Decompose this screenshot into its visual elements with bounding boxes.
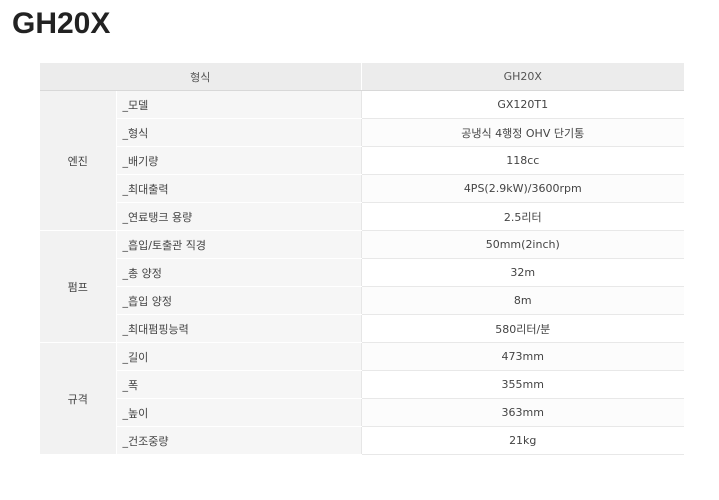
- row-value: 50mm(2inch): [360, 230, 684, 259]
- row-label: _길이: [116, 342, 361, 371]
- spec-table: 형식 GH20X 엔진 _모델 GX120T1 _형식 공냉식 4행정 OHV …: [40, 63, 684, 455]
- row-value: GX120T1: [360, 90, 684, 119]
- group-engine: 엔진: [40, 90, 117, 231]
- table-row: _최대펌핑능력 580리터/분: [40, 314, 684, 343]
- row-label: _높이: [116, 398, 361, 427]
- row-value: 580리터/분: [360, 314, 684, 343]
- table-row: _배기량 118cc: [40, 146, 684, 175]
- row-value: 363mm: [360, 398, 684, 427]
- row-label: _배기량: [116, 146, 361, 175]
- row-label: _흡입/토출관 직경: [116, 230, 361, 259]
- row-label: _폭: [116, 370, 361, 399]
- table-row: _형식 공냉식 4행정 OHV 단기통: [40, 118, 684, 147]
- group-pump: 펌프: [40, 230, 117, 343]
- table-row: _높이 363mm: [40, 398, 684, 427]
- table-row: 규격 _길이 473mm: [40, 342, 684, 455]
- row-value: 공냉식 4행정 OHV 단기통: [360, 118, 684, 147]
- table-row: 펌프 _흡입/토출관 직경 50mm(2inch): [40, 230, 684, 343]
- row-label: _연료탱크 용량: [116, 202, 361, 231]
- row-value: 118cc: [360, 146, 684, 175]
- row-value: 4PS(2.9kW)/3600rpm: [360, 174, 684, 203]
- row-label: _흡입 양정: [116, 286, 361, 315]
- header-type: 형식: [40, 63, 362, 91]
- row-label: _최대출력: [116, 174, 361, 203]
- table-row: _최대출력 4PS(2.9kW)/3600rpm: [40, 174, 684, 203]
- table-row: _건조중량 21kg: [40, 426, 684, 455]
- row-label: _총 양정: [116, 258, 361, 287]
- table-row: _폭 355mm: [40, 370, 684, 399]
- table-row: _총 양정 32m: [40, 258, 684, 287]
- row-label: _모델: [116, 90, 361, 119]
- row-value: 355mm: [360, 370, 684, 399]
- page-title: GH20X: [12, 7, 111, 40]
- table-row: _연료탱크 용량 2.5리터: [40, 202, 684, 231]
- row-value: 473mm: [360, 342, 684, 371]
- row-label: _형식: [116, 118, 361, 147]
- group-dimensions: 규격: [40, 342, 117, 455]
- table-row: 엔진 _모델 GX120T1: [40, 90, 684, 231]
- table-header-row: 형식 GH20X: [40, 63, 684, 91]
- row-value: 8m: [360, 286, 684, 315]
- row-value: 2.5리터: [360, 202, 684, 231]
- header-model: GH20X: [361, 63, 684, 91]
- row-label: _최대펌핑능력: [116, 314, 361, 343]
- table-row: _흡입 양정 8m: [40, 286, 684, 315]
- row-label: _건조중량: [116, 426, 361, 455]
- row-value: 21kg: [360, 426, 684, 455]
- row-value: 32m: [360, 258, 684, 287]
